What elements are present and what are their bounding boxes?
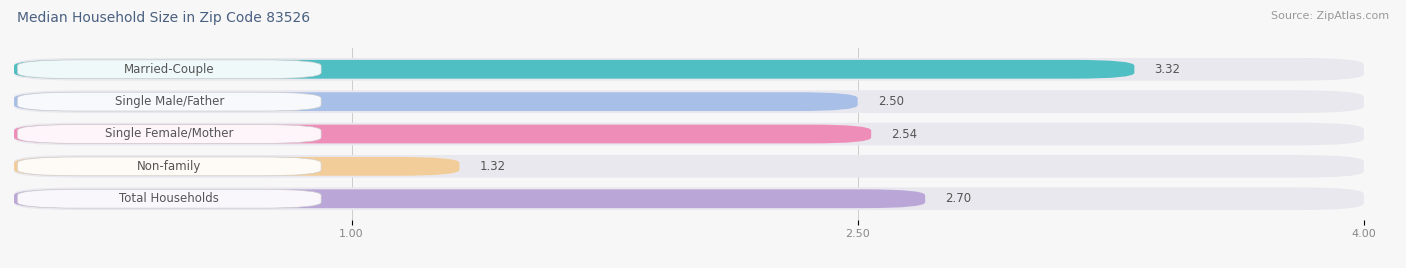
Text: Non-family: Non-family [138, 160, 201, 173]
FancyBboxPatch shape [14, 125, 872, 143]
Text: 2.50: 2.50 [877, 95, 904, 108]
Text: Married-Couple: Married-Couple [124, 63, 215, 76]
FancyBboxPatch shape [17, 125, 321, 143]
Text: 2.54: 2.54 [891, 128, 918, 140]
FancyBboxPatch shape [14, 60, 1135, 79]
FancyBboxPatch shape [14, 90, 1364, 113]
Text: Median Household Size in Zip Code 83526: Median Household Size in Zip Code 83526 [17, 11, 309, 25]
FancyBboxPatch shape [14, 123, 1364, 145]
FancyBboxPatch shape [14, 157, 460, 176]
Text: Single Male/Father: Single Male/Father [115, 95, 224, 108]
FancyBboxPatch shape [17, 157, 321, 176]
FancyBboxPatch shape [17, 92, 321, 111]
Text: 2.70: 2.70 [945, 192, 972, 205]
FancyBboxPatch shape [17, 189, 321, 208]
FancyBboxPatch shape [14, 155, 1364, 178]
FancyBboxPatch shape [14, 58, 1364, 81]
FancyBboxPatch shape [17, 60, 321, 79]
Text: Single Female/Mother: Single Female/Mother [105, 128, 233, 140]
FancyBboxPatch shape [14, 92, 858, 111]
Text: 3.32: 3.32 [1154, 63, 1181, 76]
Text: Source: ZipAtlas.com: Source: ZipAtlas.com [1271, 11, 1389, 21]
Text: Total Households: Total Households [120, 192, 219, 205]
FancyBboxPatch shape [14, 189, 925, 208]
FancyBboxPatch shape [14, 187, 1364, 210]
Text: 1.32: 1.32 [479, 160, 506, 173]
